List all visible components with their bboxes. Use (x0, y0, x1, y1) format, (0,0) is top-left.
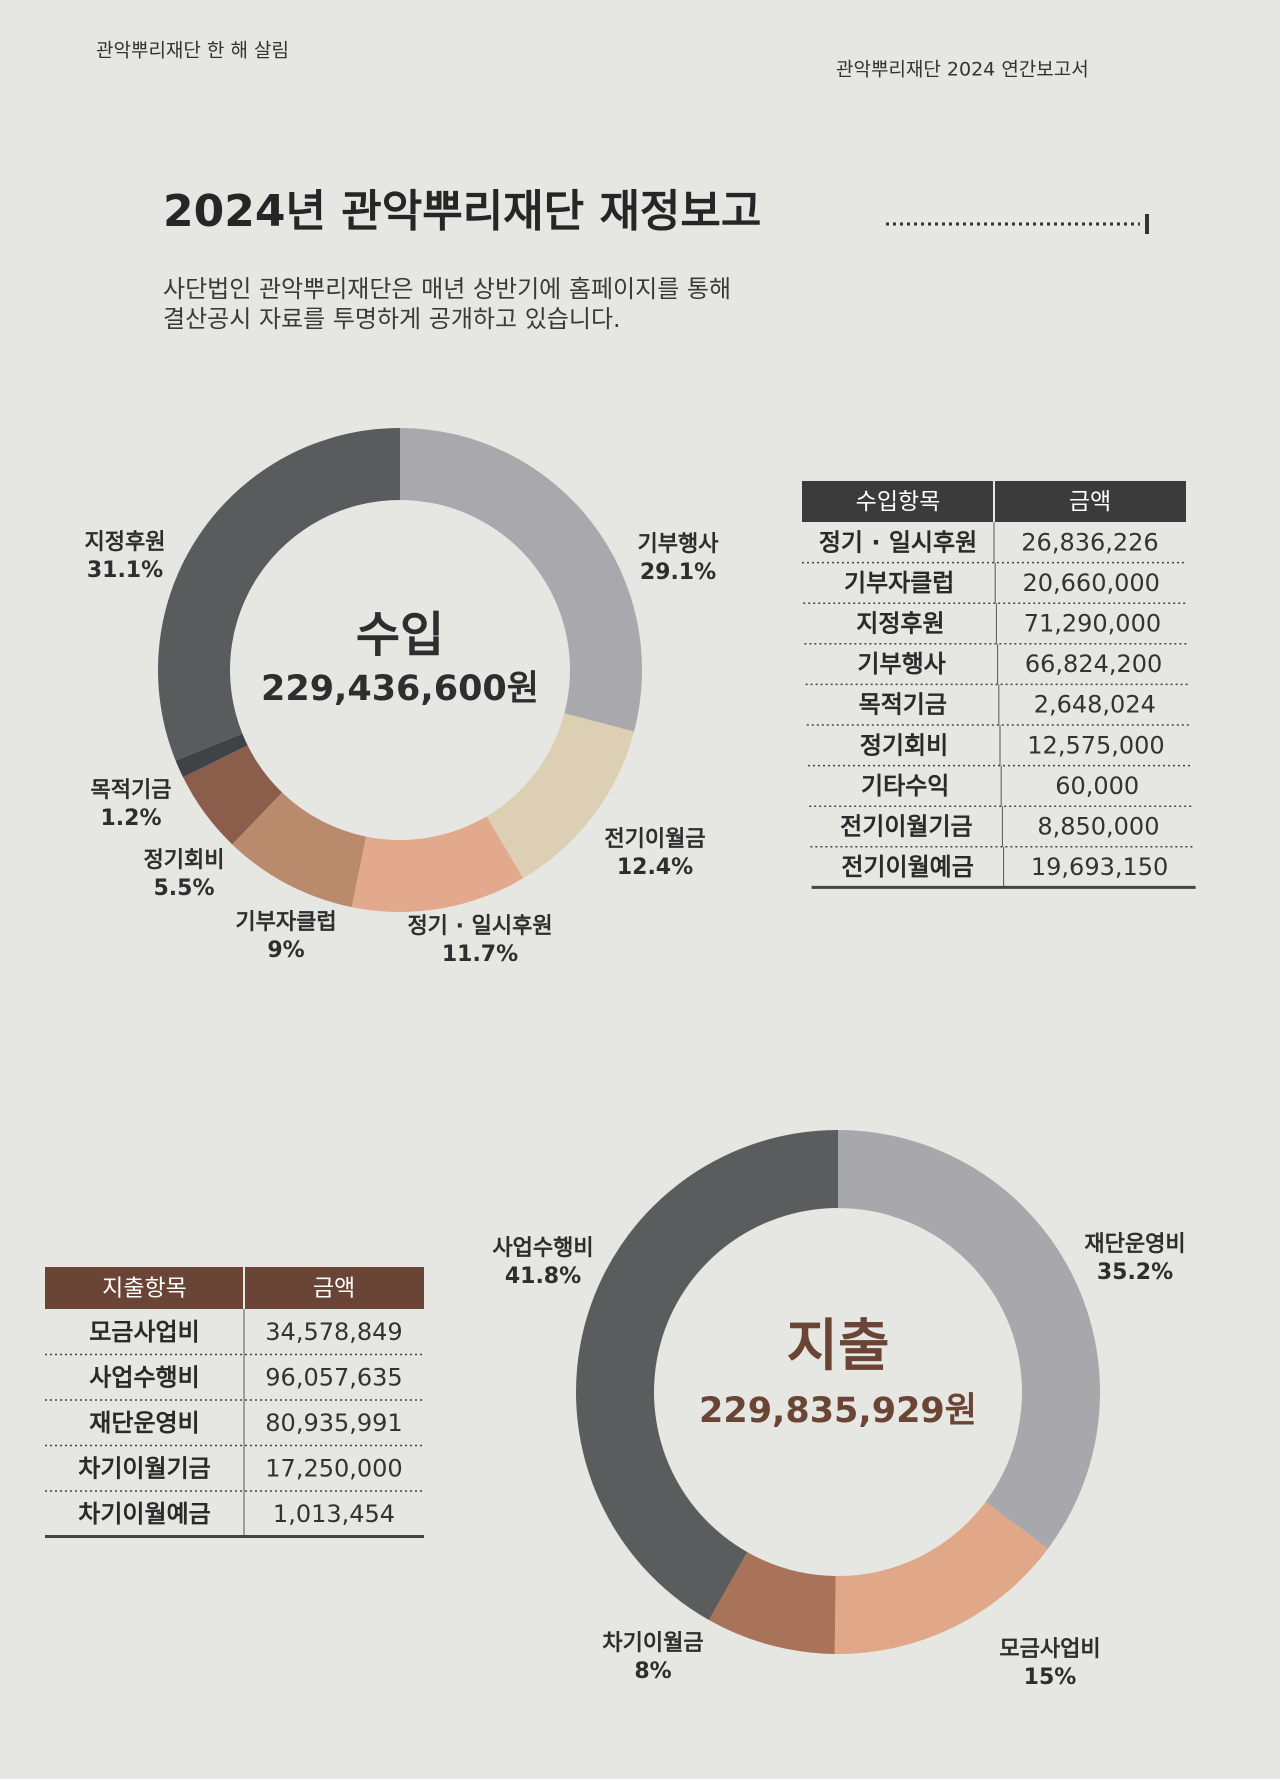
table-cell: 71,290,000 (1024, 610, 1161, 638)
donut-segment (838, 1130, 1100, 1549)
table-cell: 1,013,454 (273, 1500, 395, 1528)
table-cell: 기부행사 (857, 650, 945, 678)
table-cell: 2,648,024 (1034, 691, 1156, 719)
table-header-cell: 지출항목 (102, 1276, 187, 1302)
donut-chart: 기부행사 29.1% 전기이월금 12.4% 정기 · 일시후원 11.7% 기부자클럽 9%… (85, 428, 720, 967)
table-header-cell: 수입항목 (856, 489, 941, 515)
segment-value: 35.2% (1097, 1260, 1173, 1285)
table-cell: 12,575,000 (1027, 731, 1164, 759)
table-cell: 80,935,991 (265, 1409, 402, 1437)
segment-value: 41.8% (505, 1264, 581, 1289)
donut-segment (576, 1130, 838, 1620)
header-right: 관악뿌리재단 2024 연간보고서 (836, 59, 1089, 81)
segment-label: 지정후원 (85, 530, 166, 555)
table-cell: 차기이월예금 (78, 1500, 210, 1528)
table-cell: 전기이월기금 (840, 813, 972, 841)
donut-segment (232, 792, 367, 908)
segment-value: 31.1% (87, 558, 163, 583)
donut-segment (158, 428, 400, 761)
segment-label: 재단운영비 (1084, 1232, 1185, 1257)
table-cell: 기타수익 (861, 772, 949, 800)
table-header-cell: 금액 (313, 1276, 355, 1302)
donut-segment (351, 816, 524, 912)
table-cell: 17,250,000 (265, 1454, 402, 1482)
table-cell: 사업수행비 (89, 1363, 199, 1391)
charts: 기부행사 29.1% 전기이월금 12.4% 정기 · 일시후원 11.7% 기부자클럽 9%… (85, 428, 1186, 1690)
table-cell: 8,850,000 (1037, 813, 1159, 841)
table-cell: 모금사업비 (89, 1318, 199, 1346)
segment-value: 15% (1024, 1665, 1077, 1690)
description-line: 결산공시 자료를 투명하게 공개하고 있습니다. (163, 305, 621, 333)
description-line: 사단법인 관악뿌리재단은 매년 상반기에 홈페이지를 통해 (163, 275, 731, 303)
segment-label: 기부자클럽 (235, 910, 336, 935)
segment-value: 12.4% (617, 855, 693, 880)
table-cell: 96,057,635 (265, 1363, 402, 1391)
donut-segment (486, 713, 635, 879)
table-header-cell: 금액 (1069, 489, 1111, 515)
table-cell: 기부자클럽 (844, 569, 954, 597)
table-cell: 34,578,849 (265, 1318, 402, 1346)
donut-chart: 재단운영비 35.2% 모금사업비 15% 차기이월금 8% 사업수행비 41.8% 지출 229… (492, 1130, 1186, 1690)
segment-value: 11.7% (442, 942, 518, 967)
table-cell: 목적기금 (859, 691, 947, 719)
page-title: 2024년 관악뿌리재단 재정보고 (163, 186, 761, 237)
table-cell: 20,660,000 (1022, 569, 1159, 597)
table-cell: 26,836,226 (1021, 528, 1158, 556)
donut-segment (183, 745, 283, 845)
total-label: 229,835,929원 (699, 1391, 977, 1431)
segment-label: 목적기금 (91, 778, 172, 803)
table-header (45, 1267, 424, 1309)
table-cell: 66,824,200 (1025, 650, 1162, 678)
table-cell: 60,000 (1055, 772, 1139, 800)
donut-segment (175, 733, 248, 778)
segment-value: 29.1% (640, 560, 716, 585)
donut-segment (834, 1502, 1049, 1655)
segment-value: 5.5% (153, 876, 214, 901)
center-label: 수입 (356, 607, 444, 663)
table-cell: 정기회비 (860, 731, 948, 759)
segment-value: 8% (634, 1659, 671, 1684)
table-cell: 차기이월기금 (78, 1454, 210, 1482)
donut-segment (708, 1552, 836, 1654)
segment-label: 전기이월금 (604, 827, 705, 852)
header-left: 관악뿌리재단 한 해 살림 (96, 40, 289, 62)
table-cell: 전기이월예금 (841, 853, 973, 881)
segment-value: 9% (267, 938, 304, 963)
donut-segment (400, 428, 642, 732)
segment-label: 정기 · 일시후원 (407, 914, 552, 939)
segment-label: 기부행사 (638, 532, 720, 557)
segment-label: 사업수행비 (492, 1236, 593, 1261)
segment-label: 모금사업비 (999, 1637, 1100, 1662)
center-label: 지출 (786, 1314, 889, 1379)
segment-label: 정기회비 (144, 848, 225, 873)
table-cell: 지정후원 (856, 610, 944, 638)
segment-label: 차기이월금 (602, 1631, 703, 1656)
table-cell: 19,693,150 (1031, 853, 1168, 881)
table-cell: 재단운영비 (89, 1409, 199, 1437)
table-cell: 정기 · 일시후원 (819, 528, 977, 556)
total-label: 229,436,600원 (261, 669, 539, 709)
segment-value: 1.2% (100, 806, 161, 831)
